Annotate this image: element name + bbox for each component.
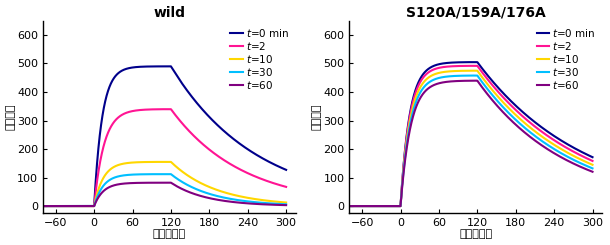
Y-axis label: 結合活性: 結合活性 — [312, 104, 322, 130]
Y-axis label: 結合活性: 結合活性 — [5, 104, 16, 130]
X-axis label: 時間（秒）: 時間（秒） — [152, 230, 186, 239]
Title: S120A/159A/176A: S120A/159A/176A — [406, 6, 545, 20]
X-axis label: 時間（秒）: 時間（秒） — [459, 230, 492, 239]
Legend: $t$=0 min, $t$=2, $t$=10, $t$=30, $t$=60: $t$=0 min, $t$=2, $t$=10, $t$=30, $t$=60 — [229, 26, 290, 92]
Legend: $t$=0 min, $t$=2, $t$=10, $t$=30, $t$=60: $t$=0 min, $t$=2, $t$=10, $t$=30, $t$=60 — [536, 26, 597, 92]
Title: wild: wild — [153, 6, 185, 20]
